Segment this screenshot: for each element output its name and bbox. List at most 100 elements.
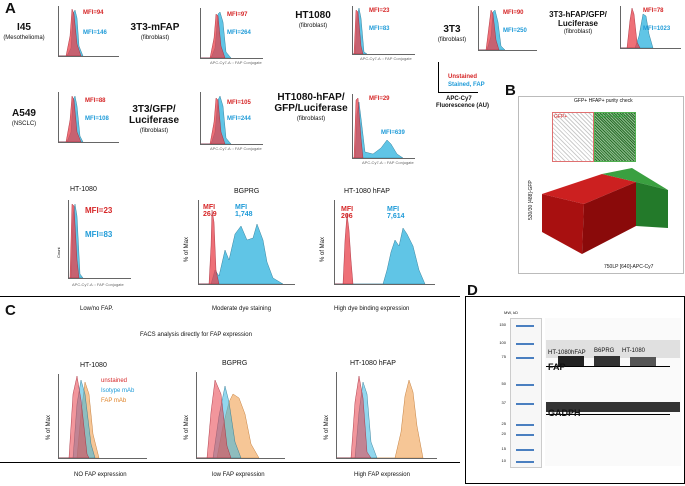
cell-name-3t3-mfap: 3T3-mFAP (fibroblast) xyxy=(130,22,180,41)
x-axis-ht1080-hfap: APC-Cy7-A :: FAP Conjugate xyxy=(362,160,414,165)
ladder-label: 75 xyxy=(501,354,506,359)
c-y-axis-ht1080: % of Max xyxy=(46,414,52,440)
panel-c-divider xyxy=(0,462,460,463)
mfi-red-i45: MFI=94 xyxy=(83,10,104,16)
x-axis-3t3-gfp: APC-Cy7-A :: FAP Conjugate xyxy=(210,146,262,151)
histogram-bottom-bgprg: MFI 26.9 MFI 1,748 xyxy=(198,200,295,285)
mfi-blue-i45: MFI=146 xyxy=(83,30,107,36)
panel-c-title: FACS analysis directly for FAP expressio… xyxy=(140,332,252,338)
y-axis-bottom-ht1080-hfap: % of Max xyxy=(320,236,326,262)
c-legend-unstained: unstained xyxy=(101,378,128,384)
ladder-label: 10 xyxy=(501,458,506,463)
fap-band-b6prg xyxy=(594,356,620,366)
panel-b-ylabel: 530/30 [488]-GFP xyxy=(528,180,534,220)
gate-gfp-label: GFP+ xyxy=(554,114,568,120)
ladder-label: 25 xyxy=(501,421,506,426)
histogram-3t3: MFI=90 MFI=250 xyxy=(478,6,537,51)
fap-line xyxy=(546,366,670,367)
c-histogram-bgprg xyxy=(196,372,285,459)
lane-b6prg: B6PRG xyxy=(594,348,615,354)
c-caption-no-fap: NO FAP expression xyxy=(74,472,127,478)
c-caption-high-fap: High FAP expression xyxy=(354,472,410,478)
gadph-label: GADPH xyxy=(548,408,581,418)
panel-b-frame xyxy=(518,96,684,274)
bottom-title-ht1080: HT-1080 xyxy=(70,186,97,193)
legend-axis-label-2: Fluorescence (AU) xyxy=(436,103,490,109)
lane-ht1080: HT-1080 xyxy=(622,348,646,354)
ladder-band xyxy=(516,449,534,451)
cell-name-3t3-gfp: 3T3/GFP/ Luciferase (fibroblast) xyxy=(128,104,180,134)
bottom-title-bgprg: BGPRG xyxy=(234,188,260,195)
ladder-band xyxy=(516,384,534,386)
cell-name-a549: A549 (NSCLC) xyxy=(11,108,37,127)
c-legend-isotype: Isotype mAb xyxy=(101,388,135,394)
ladder-band xyxy=(516,357,534,359)
mfi-blue-3t3-mfap: MFI=264 xyxy=(227,30,251,36)
lane-ht1080hfap: HT-1080hFAP xyxy=(548,350,586,356)
histogram-i45-svg xyxy=(59,8,84,56)
c-legend-fap: FAP mAb xyxy=(101,398,127,404)
ladder-label: 100 xyxy=(499,340,506,345)
fap-band-ht1080hfap xyxy=(558,356,584,367)
gate-gfp xyxy=(552,112,594,162)
histogram-3t3-mfap: MFI=97 MFI=264 xyxy=(200,8,263,59)
c-y-axis-ht1080-hfap: % of Max xyxy=(324,414,330,440)
mfi-blue-3t3-hfap: MFI=1023 xyxy=(643,26,671,32)
mfi-red-bottom-ht1080: MFI=23 xyxy=(85,206,113,215)
ladder-band xyxy=(516,343,534,345)
panel-b-title: GFP+ HFAP+ purity check xyxy=(574,98,633,104)
c-histogram-ht1080-hfap xyxy=(336,372,437,459)
cell-name-3t3-hfap: 3T3-hFAP/GFP/ Luciferase (fibroblast) xyxy=(549,10,607,35)
c-y-axis-bgprg: % of Max xyxy=(184,414,190,440)
panel-d-mw-label: MW, kD xyxy=(504,310,518,315)
bottom-title-ht1080-hfap: HT-1080 hFAP xyxy=(344,188,390,195)
ladder-lane xyxy=(510,318,542,468)
cell-name-ht1080-hfap: HT1080-hFAP/ GFP/Luciferase (fibroblast) xyxy=(274,92,348,122)
y-axis-bottom-bgprg: % of Max xyxy=(184,236,190,262)
ladder-band xyxy=(516,424,534,426)
mfi-blue-ht1080: MFI=83 xyxy=(369,26,390,32)
mfi-red-3t3-hfap: MFI=78 xyxy=(643,8,664,14)
gadph-band-strip xyxy=(546,402,680,412)
legend-axis-label: APC-Cy7 xyxy=(446,96,472,102)
histogram-ht1080: MFI=23 MFI=83 xyxy=(352,6,415,55)
panel-label-a: A xyxy=(5,0,16,17)
x-axis-3t3-mfap: APC-Cy7-A :: FAP Conjugate xyxy=(210,60,262,65)
histogram-i45: MFI=94 MFI=146 xyxy=(58,6,119,57)
fap-band-strip xyxy=(546,340,680,358)
histogram-bottom-ht1080: MFI=23 MFI=83 xyxy=(68,200,131,279)
cell-name-ht1080: HT1080 (fibroblast) xyxy=(295,10,331,29)
gadph-line xyxy=(546,414,670,415)
ladder-band xyxy=(516,461,534,463)
panel-a-divider xyxy=(0,296,460,297)
c-title-ht1080-hfap: HT-1080 hFAP xyxy=(350,360,396,367)
histogram-bottom-ht1080-hfap: MFI 206 MFI 7,614 xyxy=(334,200,435,285)
cell-name-3t3: 3T3 (fibroblast) xyxy=(437,24,467,43)
mfi-red-a549: MFI=88 xyxy=(85,98,106,104)
mfi-red-3t3-mfap: MFI=97 xyxy=(227,12,248,18)
mfi-blue-3t3: MFI=250 xyxy=(503,28,527,34)
ladder-label: 150 xyxy=(499,322,506,327)
legend-axis-vertical xyxy=(438,62,439,92)
mfi-red-3t3-gfp: MFI=105 xyxy=(227,100,251,106)
ladder-band xyxy=(516,325,534,327)
histogram-3t3-hfap: MFI=78 MFI=1023 xyxy=(620,6,681,49)
mfi-blue-bottom-bgprg: MFI 1,748 xyxy=(235,204,253,218)
legend-stained-fap: Stained, FAP xyxy=(448,82,485,88)
mfi-red-bottom-bgprg: MFI 26.9 xyxy=(203,204,217,218)
fap-label: FAP xyxy=(548,362,566,372)
ladder-label: 20 xyxy=(501,431,506,436)
panel-b-xlabel: 750LP [640]-APC-Cy7 xyxy=(604,264,654,270)
mfi-blue-bottom-ht1080: MFI=83 xyxy=(85,230,113,239)
mfi-blue-3t3-gfp: MFI=244 xyxy=(227,116,251,122)
mfi-red-ht1080: MFI=23 xyxy=(369,8,390,14)
panel-label-c: C xyxy=(5,302,16,319)
mfi-blue-a549: MFI=108 xyxy=(85,116,109,122)
c-title-bgprg: BGPRG xyxy=(222,360,248,367)
caption-high-binding: High dye binding expression xyxy=(334,306,410,312)
ladder-label: 50 xyxy=(501,381,506,386)
caption-moderate: Moderate dye staining xyxy=(212,306,272,312)
mfi-blue-bottom-ht1080-hfap: MFI 7,614 xyxy=(387,206,405,220)
histogram-a549: MFI=88 MFI=108 xyxy=(58,92,119,143)
cell-name-i45: I45 (Mesothelioma) xyxy=(3,22,45,41)
